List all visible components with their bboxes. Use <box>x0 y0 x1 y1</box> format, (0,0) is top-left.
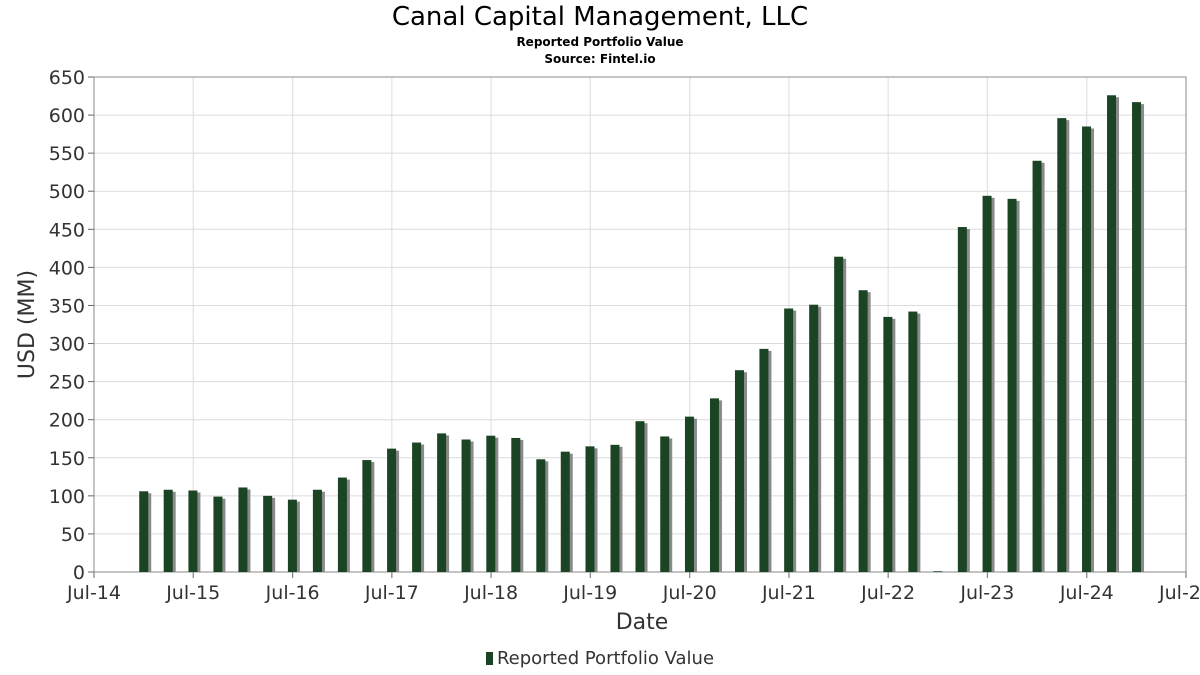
bar <box>1007 198 1017 572</box>
bar <box>635 421 645 572</box>
bar <box>139 491 149 572</box>
bar <box>858 290 868 572</box>
bar <box>387 448 397 572</box>
bar <box>759 348 769 572</box>
bar <box>684 416 694 572</box>
bar <box>1032 160 1042 572</box>
x-tick-label: Jul-20 <box>662 582 717 604</box>
bar <box>1082 126 1092 572</box>
y-tick-label: 650 <box>49 67 85 89</box>
y-tick-label: 600 <box>49 105 85 127</box>
bar <box>412 442 422 572</box>
bar <box>933 571 943 573</box>
bar <box>511 437 521 572</box>
y-tick-label: 350 <box>49 295 85 317</box>
bar <box>883 316 893 572</box>
x-tick-label: Jul-19 <box>562 582 617 604</box>
chart-source: Source: Fintel.io <box>544 52 656 66</box>
bar <box>1057 118 1067 572</box>
bar <box>461 439 471 572</box>
bar <box>610 444 620 572</box>
x-tick-label: Jul-23 <box>959 582 1014 604</box>
bar <box>1107 95 1117 573</box>
x-tick-label: Jul-14 <box>66 582 121 604</box>
y-tick-label: 150 <box>49 448 85 470</box>
x-tick-label: Jul-22 <box>860 582 915 604</box>
bar <box>536 459 546 572</box>
x-tick-label: Jul-18 <box>463 582 518 604</box>
y-tick-label: 100 <box>49 486 85 508</box>
bar <box>437 433 447 572</box>
bar <box>1132 102 1142 572</box>
bar <box>908 311 918 572</box>
bar <box>238 487 248 572</box>
legend-label: Reported Portfolio Value <box>496 648 715 669</box>
chart-subtitle: Reported Portfolio Value <box>516 35 684 49</box>
y-tick-label: 200 <box>49 410 85 432</box>
bar <box>809 304 819 572</box>
x-tick-label: Jul-21 <box>761 582 816 604</box>
bar <box>263 495 273 572</box>
x-tick-label: Jul-25 <box>1158 582 1200 604</box>
bar <box>486 435 496 572</box>
x-axis-label: Date <box>616 610 669 635</box>
x-tick-label: Jul-17 <box>364 582 419 604</box>
y-tick-label: 250 <box>49 372 85 394</box>
x-tick-label: Jul-16 <box>265 582 320 604</box>
y-tick-label: 50 <box>61 524 85 546</box>
bar <box>784 308 794 572</box>
x-tick-label: Jul-15 <box>165 582 220 604</box>
y-tick-label: 300 <box>49 334 85 356</box>
x-tick-label: Jul-24 <box>1059 582 1114 604</box>
y-tick-label: 400 <box>49 257 85 279</box>
y-tick-label: 550 <box>49 143 85 165</box>
bar <box>213 496 223 572</box>
legend-swatch <box>485 652 493 665</box>
bar <box>337 477 347 572</box>
chart-title: Canal Capital Management, LLC <box>391 2 809 32</box>
bar <box>362 460 372 572</box>
legend: Reported Portfolio Value <box>0 648 1200 669</box>
bar <box>982 195 992 573</box>
bar <box>287 499 297 572</box>
y-tick-label: 500 <box>49 181 85 203</box>
bar <box>709 398 719 572</box>
bar <box>188 490 198 572</box>
y-tick-label: 450 <box>49 219 85 241</box>
y-tick-label: 0 <box>73 562 85 584</box>
bar <box>834 256 844 572</box>
bar <box>660 436 670 572</box>
bar <box>560 451 570 572</box>
bar <box>957 227 967 572</box>
bar <box>312 489 322 572</box>
y-axis-label: USD (MM) <box>15 270 40 379</box>
bar <box>734 370 744 572</box>
bar <box>585 446 595 572</box>
bar <box>163 489 173 572</box>
